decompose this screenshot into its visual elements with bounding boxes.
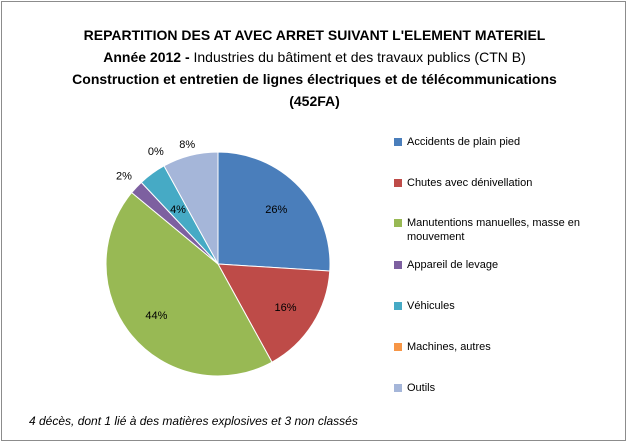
chart-subtitle: Année 2012 - Industries du bâtiment et d… [2,48,627,66]
slice-value-label: 8% [179,139,195,151]
chart-footnote: 4 décès, dont 1 lié à des matières explo… [29,414,358,428]
legend-label: Chutes avec dénivellation [407,177,533,189]
pie-slice [217,263,331,363]
pie-slice [105,191,273,377]
slice-value-label: 0% [148,146,164,158]
legend-swatch [394,384,402,392]
slice-value-label: 26% [265,204,287,216]
subtitle-sector: Industries du bâtiment et des travaux pu… [193,49,526,65]
subtitle-year: Année 2012 - [103,49,190,65]
chart-title-activity: Construction et entretien de lignes élec… [72,71,557,87]
slice-value-label: 16% [275,302,297,314]
legend-swatch [394,219,402,227]
legend-label: Accidents de plain pied [407,136,521,148]
legend-swatch [394,343,402,351]
chart-title: REPARTITION DES AT AVEC ARRET SUIVANT L'… [83,27,546,43]
slice-value-label: 4% [170,204,186,216]
slice-value-label: 2% [116,171,132,183]
legend-label: Outils [407,382,436,394]
legend-swatch [394,179,402,187]
legend-label: Véhicules [407,300,455,312]
legend-swatch [394,302,402,310]
legend-swatch [394,138,402,146]
legend-swatch [394,261,402,269]
legend-label: Appareil de levage [407,259,499,271]
legend-label: Manutentions manuelles, masse en mouveme… [407,217,581,243]
legend-label: Machines, autres [407,341,491,353]
chart-title-code: (452FA) [289,93,340,109]
pie-slice [163,151,219,265]
slice-value-label: 44% [145,310,167,322]
pie-slice [217,151,331,272]
